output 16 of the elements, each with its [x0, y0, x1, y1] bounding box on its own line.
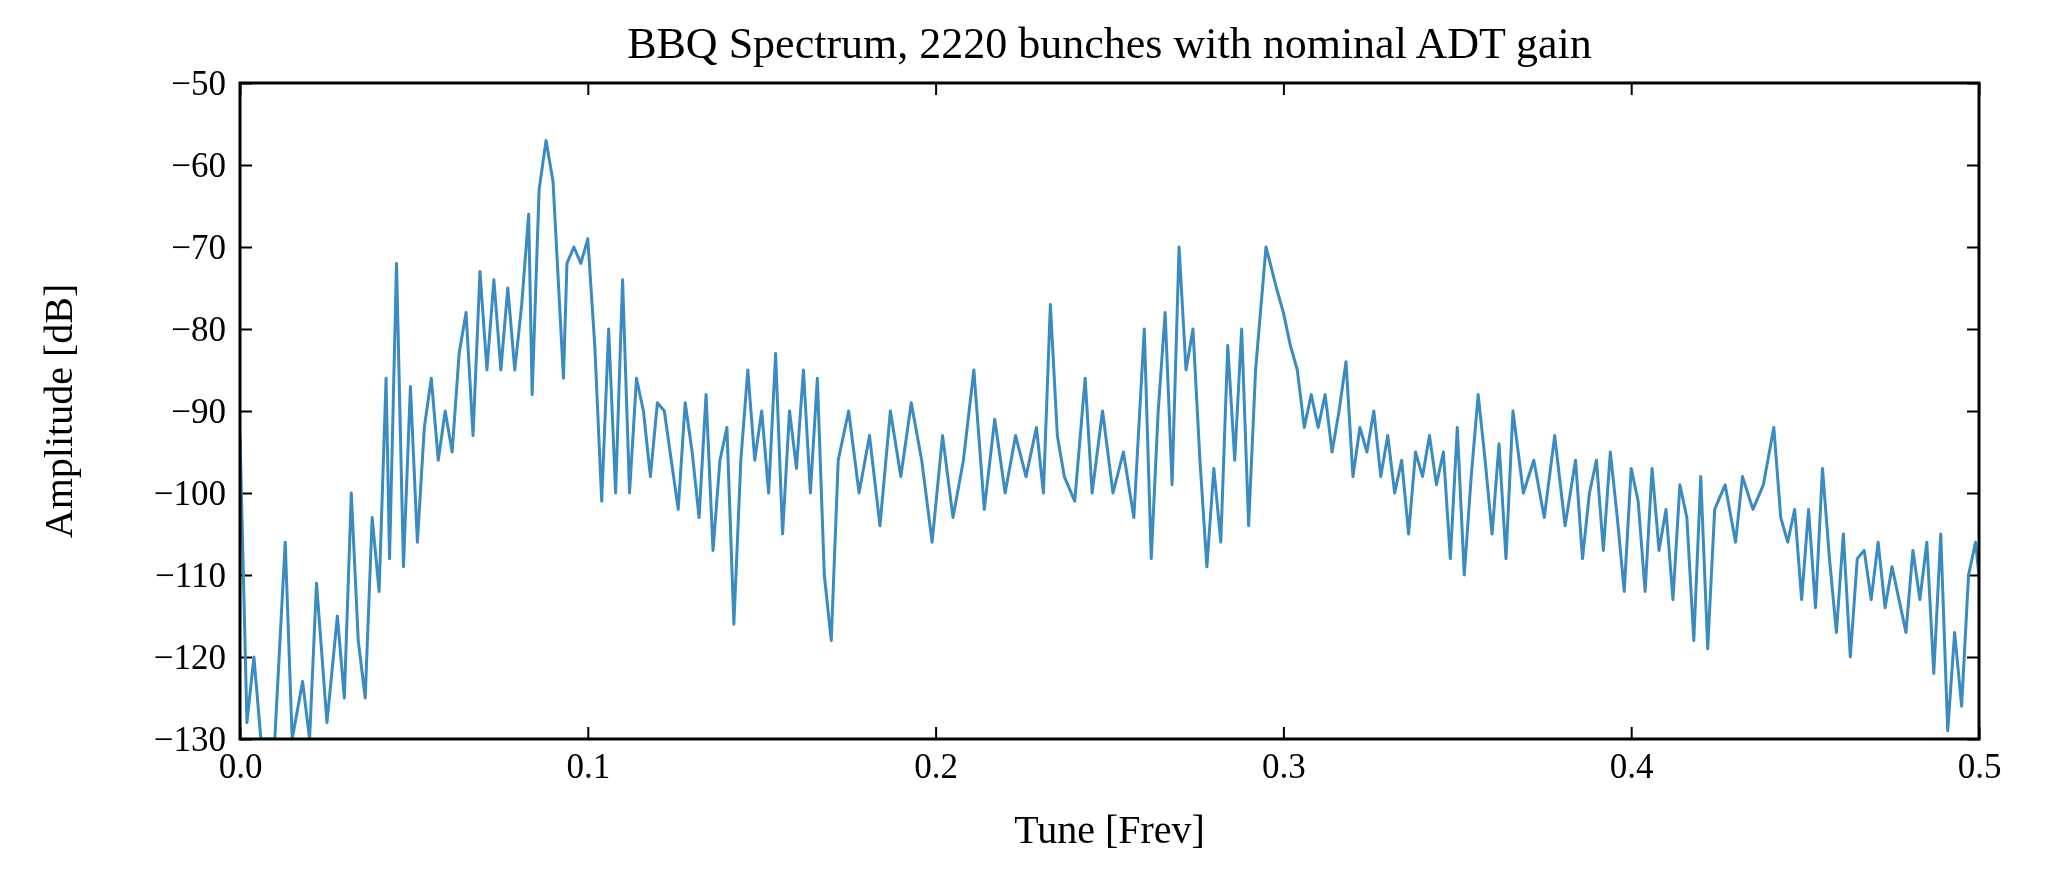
- y-tick-label: −50: [171, 63, 226, 103]
- y-tick-label: −100: [153, 473, 226, 513]
- y-tick-label: −90: [171, 391, 226, 431]
- y-tick-label: −70: [171, 227, 226, 267]
- x-tick-label: 0.1: [566, 746, 611, 786]
- chart-title: BBQ Spectrum, 2220 bunches with nominal ADT gain: [627, 19, 1592, 68]
- y-tick-label: −60: [171, 145, 226, 185]
- y-tick-label: −120: [153, 637, 226, 677]
- x-axis-title: Tune [Frev]: [1014, 807, 1205, 852]
- y-tick-label: −110: [155, 555, 226, 595]
- x-tick-label: 0.5: [1957, 746, 2002, 786]
- y-axis-title: Amplitude [dB]: [36, 283, 81, 539]
- x-tick-label: 0.3: [1262, 746, 1306, 786]
- y-tick-label: −80: [171, 309, 226, 349]
- x-tick-label: 0.2: [914, 746, 958, 786]
- x-tick-label: 0.4: [1609, 746, 1654, 786]
